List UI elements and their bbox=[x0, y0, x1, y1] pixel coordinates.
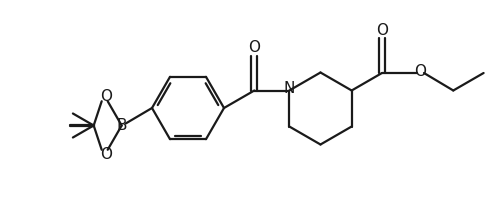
Text: O: O bbox=[100, 89, 112, 104]
Text: N: N bbox=[284, 81, 295, 96]
Text: B: B bbox=[117, 118, 127, 133]
Text: O: O bbox=[414, 64, 426, 79]
Text: O: O bbox=[248, 40, 260, 55]
Text: O: O bbox=[376, 22, 388, 37]
Text: O: O bbox=[100, 147, 112, 162]
